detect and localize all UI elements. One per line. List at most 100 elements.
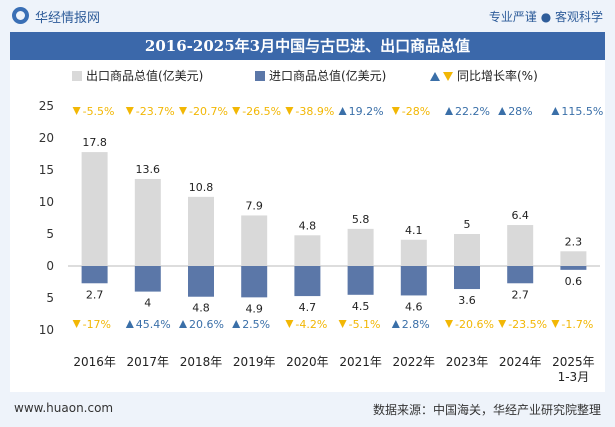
title-bar: 2016-2025年3月中国与古巴进、出口商品总值 — [10, 32, 605, 60]
import-value-label: 2.7 — [86, 288, 104, 301]
import-bar — [400, 266, 427, 296]
export-growth-label: -26.5% — [242, 105, 281, 118]
x-tick-label-line2: 1-3月 — [558, 370, 590, 384]
x-tick-label: 2024年 — [499, 355, 542, 369]
export-growth-down-triangle-icon — [179, 107, 187, 115]
export-growth-label: -5.5% — [83, 105, 115, 118]
export-growth-label: 19.2% — [349, 105, 384, 118]
legend-swatch-export — [72, 71, 82, 81]
import-growth-up-triangle-icon — [125, 320, 134, 328]
export-growth-down-triangle-icon — [125, 107, 134, 115]
import-growth-label: 2.5% — [242, 318, 270, 331]
footer: www.huaon.com 数据来源：中国海关，华经产业研究院整理 — [0, 392, 615, 427]
import-value-label: 3.6 — [458, 294, 476, 307]
export-value-label: 5 — [464, 218, 471, 231]
plot-area: 出口商品总值(亿美元) 进口商品总值(亿美元) 同比增长率(%) 25 20 15 10 5 0… — [10, 60, 605, 392]
export-value-label: 17.8 — [82, 136, 107, 149]
y-tick-label: 20 — [39, 131, 54, 145]
import-growth-down-triangle-icon — [72, 320, 81, 328]
export-growth-label: -20.7% — [189, 105, 228, 118]
y-tick-label: 5 — [46, 227, 54, 241]
import-bar — [347, 266, 374, 295]
import-value-label: 4.9 — [245, 302, 263, 315]
import-bar — [241, 266, 268, 298]
export-growth-label: 22.2% — [455, 105, 490, 118]
export-bar — [81, 152, 108, 266]
import-value-label: 0.6 — [565, 275, 583, 288]
brand-name: 华经情报网 — [35, 11, 101, 26]
export-value-label: 10.8 — [189, 181, 214, 194]
import-growth-up-triangle-icon — [232, 320, 241, 328]
export-value-label: 4.8 — [299, 219, 317, 232]
x-tick-label: 2023年 — [446, 355, 489, 369]
export-bar — [454, 234, 480, 266]
x-tick-label: 2017年 — [127, 355, 170, 369]
legend-down-triangle-icon — [443, 72, 453, 81]
import-growth-label: -17% — [83, 318, 111, 331]
export-bar — [294, 235, 321, 266]
legend-label-growth: 同比增长率(%) — [457, 68, 538, 83]
export-value-label: 5.8 — [352, 213, 370, 226]
export-growth-label: -28% — [402, 105, 430, 118]
import-value-label: 4.7 — [299, 301, 317, 314]
export-growth-label: -38.9% — [295, 105, 334, 118]
import-growth-label: -1.7% — [561, 318, 593, 331]
x-tick-label: 2019年 — [233, 355, 276, 369]
x-tick-label: 2025年 — [552, 355, 595, 369]
export-growth-up-triangle-icon — [445, 107, 453, 115]
y-tick-label: 0 — [46, 259, 54, 273]
y-tick-label: 25 — [39, 99, 54, 113]
import-bar — [294, 266, 321, 297]
import-value-label: 4.8 — [192, 302, 210, 315]
import-bar — [454, 266, 480, 290]
export-value-label: 2.3 — [565, 235, 583, 248]
legend-label-export: 出口商品总值(亿美元) — [86, 68, 203, 83]
import-growth-up-triangle-icon — [179, 320, 187, 328]
import-bar — [188, 266, 214, 297]
footer-url: www.huaon.com — [14, 401, 114, 415]
y-tick-label: 5 — [46, 291, 54, 305]
import-growth-label: -4.2% — [295, 318, 327, 331]
export-growth-label: 115.5% — [561, 105, 603, 118]
import-growth-label: 2.8% — [402, 318, 430, 331]
slogan: 专业严谨 ● 客观科学 — [488, 10, 603, 24]
import-growth-label: -5.1% — [349, 318, 381, 331]
import-growth-label: -23.5% — [508, 318, 547, 331]
export-growth-up-triangle-icon — [498, 107, 507, 115]
import-bar — [560, 266, 587, 270]
import-growth-label: 45.4% — [136, 318, 171, 331]
chart: 出口商品总值(亿美元) 进口商品总值(亿美元) 同比增长率(%) 25 20 15 10 5 0… — [39, 68, 604, 384]
import-value-label: 4 — [144, 297, 151, 310]
import-bar — [81, 266, 108, 284]
legend-swatch-import — [255, 71, 265, 81]
import-growth-down-triangle-icon — [338, 320, 347, 328]
export-bar — [560, 251, 587, 266]
export-growth-down-triangle-icon — [72, 107, 81, 115]
y-tick-label: 10 — [39, 195, 54, 209]
export-bar — [347, 228, 374, 266]
export-growth-down-triangle-icon — [285, 107, 294, 115]
x-tick-label: 2016年 — [73, 355, 116, 369]
huajing-logo-icon — [12, 7, 29, 24]
export-growth-up-triangle-icon — [338, 107, 347, 115]
x-tick-label: 2021年 — [339, 355, 382, 369]
header: 华经情报网 专业严谨 ● 客观科学 — [0, 0, 615, 32]
import-value-label: 2.7 — [511, 288, 529, 301]
import-value-label: 4.6 — [405, 300, 423, 313]
x-tick-label: 2020年 — [286, 355, 329, 369]
export-value-label: 7.9 — [245, 199, 263, 212]
y-tick-label: 15 — [39, 163, 54, 177]
export-bar — [241, 215, 268, 266]
export-value-label: 13.6 — [136, 163, 161, 176]
export-growth-down-triangle-icon — [391, 107, 400, 115]
y-tick-label: 10 — [39, 323, 54, 337]
chart-title: 2016-2025年3月中国与古巴进、出口商品总值 — [144, 37, 471, 55]
export-growth-down-triangle-icon — [232, 107, 241, 115]
export-bar — [507, 225, 534, 266]
legend-up-triangle-icon — [430, 72, 440, 81]
import-growth-down-triangle-icon — [445, 320, 453, 328]
import-bar — [507, 266, 534, 284]
data-source: 数据来源：中国海关，华经产业研究院整理 — [372, 403, 601, 417]
export-bar — [400, 239, 427, 266]
